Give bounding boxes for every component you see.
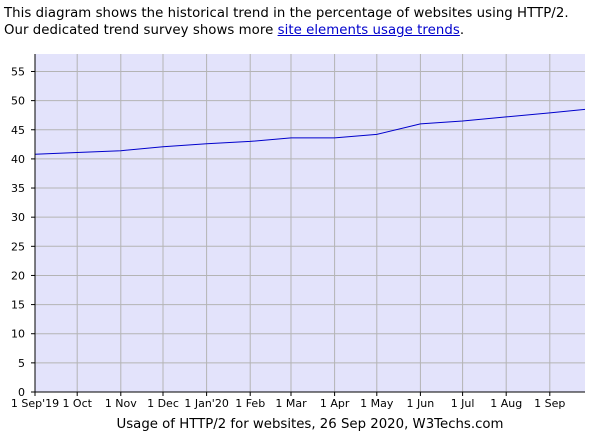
description-line-2: Our dedicated trend survey shows more si…	[4, 22, 596, 39]
chart-description: This diagram shows the historical trend …	[4, 5, 596, 39]
grid-lines	[35, 54, 585, 392]
x-tick-label: 1 May	[360, 397, 394, 410]
y-tick-label: 15	[11, 299, 25, 312]
y-tick-label: 0	[18, 386, 25, 399]
axes	[31, 54, 585, 396]
y-tick-label: 25	[11, 240, 25, 253]
description-line-1: This diagram shows the historical trend …	[4, 6, 569, 21]
x-tick-label: 1 Mar	[275, 397, 307, 410]
plot-area	[35, 54, 585, 392]
y-tick-label: 50	[11, 95, 25, 108]
series-line	[34, 108, 586, 155]
x-tick-label: 1 Feb	[235, 397, 265, 410]
y-tick-label: 5	[18, 357, 25, 370]
x-tick-label: 1 Sep	[534, 397, 565, 410]
chart-title: Usage of HTTP/2 for websites, 26 Sep 202…	[117, 417, 504, 432]
x-tick-label: 1 Aug	[490, 397, 522, 410]
y-tick-label: 40	[11, 153, 25, 166]
x-tick-label: 1 Apr	[320, 397, 350, 410]
site-elements-trends-link[interactable]: site elements usage trends	[277, 23, 460, 38]
y-tick-label: 35	[11, 182, 25, 195]
x-tick-label: 1 Jun	[407, 397, 435, 410]
description-line-2-text: Our dedicated trend survey shows more	[4, 23, 278, 38]
tick-labels: 0 5 10 15 20 25 30 35 40 45 50 55 1 Sep'19 1 Oct 1 Nov…	[11, 65, 566, 410]
x-tick-label: 1 Oct	[62, 397, 92, 410]
x-tick-label: 1 Dec	[147, 397, 179, 410]
y-tick-label: 45	[11, 124, 25, 137]
y-tick-label: 20	[11, 269, 25, 282]
y-tick-label: 30	[11, 211, 25, 224]
description-line-2-end: .	[459, 23, 465, 38]
x-tick-label: 1 Nov	[105, 397, 137, 410]
y-tick-label: 10	[11, 328, 25, 341]
x-tick-label: 1 Jan'20	[184, 397, 228, 410]
x-tick-label: 1 Jul	[451, 397, 475, 410]
x-tick-label: 1 Sep'19	[11, 397, 59, 410]
y-tick-label: 55	[11, 65, 25, 78]
